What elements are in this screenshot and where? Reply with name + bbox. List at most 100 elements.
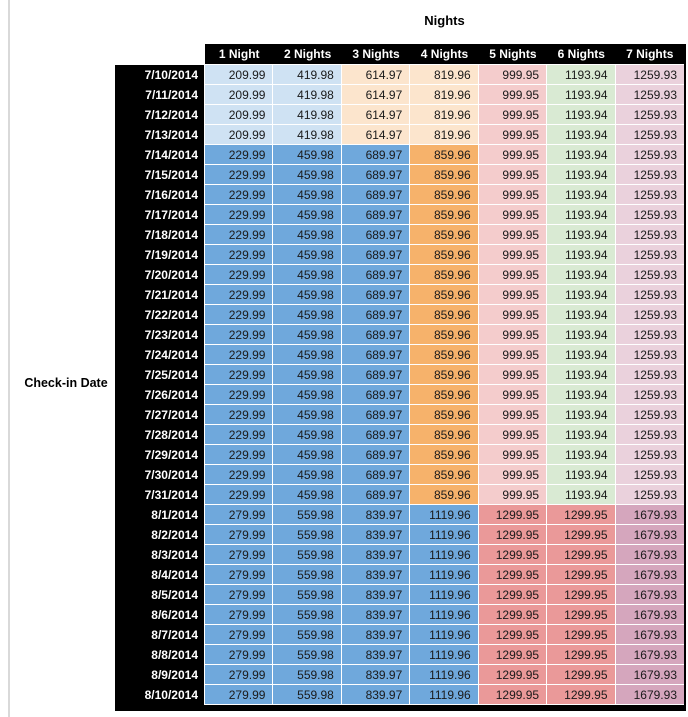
price-cell: 1299.95 <box>478 665 548 685</box>
price-cell: 459.98 <box>273 265 342 285</box>
table-row: 7/24/2014 229.99 459.98 689.97 859.96 999.95 1… <box>115 345 684 365</box>
table-row: 7/30/2014 229.99 459.98 689.97 859.96 999.95 1… <box>115 465 684 485</box>
price-cell: 839.97 <box>341 525 411 545</box>
price-cell: 1193.94 <box>547 85 616 105</box>
price-cell: 859.96 <box>410 205 479 225</box>
price-cell: 1259.93 <box>615 385 684 405</box>
price-cell: 1679.93 <box>615 505 684 525</box>
table-row: 7/19/2014 229.99 459.98 689.97 859.96 999.95 1… <box>115 245 684 265</box>
price-cell: 1259.93 <box>615 345 684 365</box>
price-cell: 1679.93 <box>615 625 684 645</box>
checkin-date-cell: 7/30/2014 <box>115 465 205 485</box>
price-cell: 229.99 <box>205 165 274 185</box>
price-cell: 1299.95 <box>478 605 548 625</box>
price-cell: 999.95 <box>478 185 548 205</box>
price-cell: 1193.94 <box>547 245 616 265</box>
price-cell: 999.95 <box>478 305 548 325</box>
table-row: 7/21/2014 229.99 459.98 689.97 859.96 999.95 1… <box>115 285 684 305</box>
checkin-date-cell: 7/27/2014 <box>115 405 205 425</box>
price-cell: 1259.93 <box>615 125 684 145</box>
price-cell: 859.96 <box>410 445 479 465</box>
price-cell: 1193.94 <box>547 285 616 305</box>
checkin-date-cell: 8/5/2014 <box>115 585 205 605</box>
column-header: 4 Nights <box>410 44 479 65</box>
price-cell: 1193.94 <box>547 105 616 125</box>
price-cell: 999.95 <box>478 485 548 505</box>
price-cell: 999.95 <box>478 125 548 145</box>
table-row: 7/25/2014 229.99 459.98 689.97 859.96 999.95 1… <box>115 365 684 385</box>
price-cell: 419.98 <box>273 105 342 125</box>
price-cell: 279.99 <box>205 585 274 605</box>
price-cell: 1259.93 <box>615 225 684 245</box>
price-cell: 1193.94 <box>547 385 616 405</box>
checkin-date-cell: 7/20/2014 <box>115 265 205 285</box>
price-cell: 1679.93 <box>615 645 684 665</box>
price-cell: 689.97 <box>341 265 411 285</box>
checkin-date-cell: 7/12/2014 <box>115 105 205 125</box>
price-cell: 559.98 <box>273 505 342 525</box>
price-cell: 1119.96 <box>410 545 479 565</box>
price-cell: 279.99 <box>205 665 274 685</box>
price-cell: 459.98 <box>273 365 342 385</box>
table-row: 7/22/2014 229.99 459.98 689.97 859.96 999.95 1… <box>115 305 684 325</box>
table-row: 7/23/2014 229.99 459.98 689.97 859.96 999.95 1… <box>115 325 684 345</box>
price-cell: 689.97 <box>341 165 411 185</box>
checkin-date-cell: 7/17/2014 <box>115 205 205 225</box>
price-cell: 559.98 <box>273 525 342 545</box>
price-cell: 1193.94 <box>547 185 616 205</box>
price-cell: 229.99 <box>205 225 274 245</box>
price-cell: 839.97 <box>341 565 411 585</box>
price-cell: 459.98 <box>273 185 342 205</box>
price-cell: 1193.94 <box>547 425 616 445</box>
price-cell: 999.95 <box>478 145 548 165</box>
price-cell: 1259.93 <box>615 365 684 385</box>
table-row: 8/1/2014 279.99 559.98 839.97 1119.96 1299.95… <box>115 505 684 525</box>
price-cell: 999.95 <box>478 65 548 85</box>
price-cell: 209.99 <box>205 105 274 125</box>
price-cell: 839.97 <box>341 685 411 705</box>
column-header: 5 Nights <box>478 44 548 65</box>
price-cell: 1119.96 <box>410 525 479 545</box>
checkin-date-cell: 7/25/2014 <box>115 365 205 385</box>
checkin-date-cell: 8/3/2014 <box>115 545 205 565</box>
price-cell: 1119.96 <box>410 585 479 605</box>
price-cell: 419.98 <box>273 85 342 105</box>
price-cell: 859.96 <box>410 385 479 405</box>
price-cell: 1259.93 <box>615 245 684 265</box>
checkin-date-cell: 8/8/2014 <box>115 645 205 665</box>
price-cell: 689.97 <box>341 365 411 385</box>
price-cell: 859.96 <box>410 165 479 185</box>
checkin-date-cell: 7/29/2014 <box>115 445 205 465</box>
price-cell: 1259.93 <box>615 445 684 465</box>
price-cell: 229.99 <box>205 485 274 505</box>
price-cell: 689.97 <box>341 425 411 445</box>
checkin-date-cell: 7/16/2014 <box>115 185 205 205</box>
price-cell: 559.98 <box>273 665 342 685</box>
price-cell: 999.95 <box>478 265 548 285</box>
price-cell: 689.97 <box>341 325 411 345</box>
price-cell: 279.99 <box>205 645 274 665</box>
price-cell: 859.96 <box>410 245 479 265</box>
price-cell: 689.97 <box>341 185 411 205</box>
table-row: 7/28/2014 229.99 459.98 689.97 859.96 999.95 1… <box>115 425 684 445</box>
price-cell: 859.96 <box>410 185 479 205</box>
price-cell: 614.97 <box>341 125 411 145</box>
price-cell: 1299.95 <box>478 525 548 545</box>
checkin-date-cell: 7/13/2014 <box>115 125 205 145</box>
price-cell: 999.95 <box>478 405 548 425</box>
price-cell: 229.99 <box>205 345 274 365</box>
price-cell: 1193.94 <box>547 205 616 225</box>
column-header: 6 Nights <box>547 44 616 65</box>
price-cell: 1259.93 <box>615 485 684 505</box>
price-cell: 1119.96 <box>410 665 479 685</box>
price-cell: 1299.95 <box>478 585 548 605</box>
price-cell: 839.97 <box>341 545 411 565</box>
price-cell: 1119.96 <box>410 625 479 645</box>
price-cell: 614.97 <box>341 65 411 85</box>
price-cell: 1679.93 <box>615 585 684 605</box>
price-cell: 1193.94 <box>547 365 616 385</box>
checkin-date-cell: 7/21/2014 <box>115 285 205 305</box>
price-cell: 819.96 <box>410 65 479 85</box>
price-cell: 1259.93 <box>615 465 684 485</box>
